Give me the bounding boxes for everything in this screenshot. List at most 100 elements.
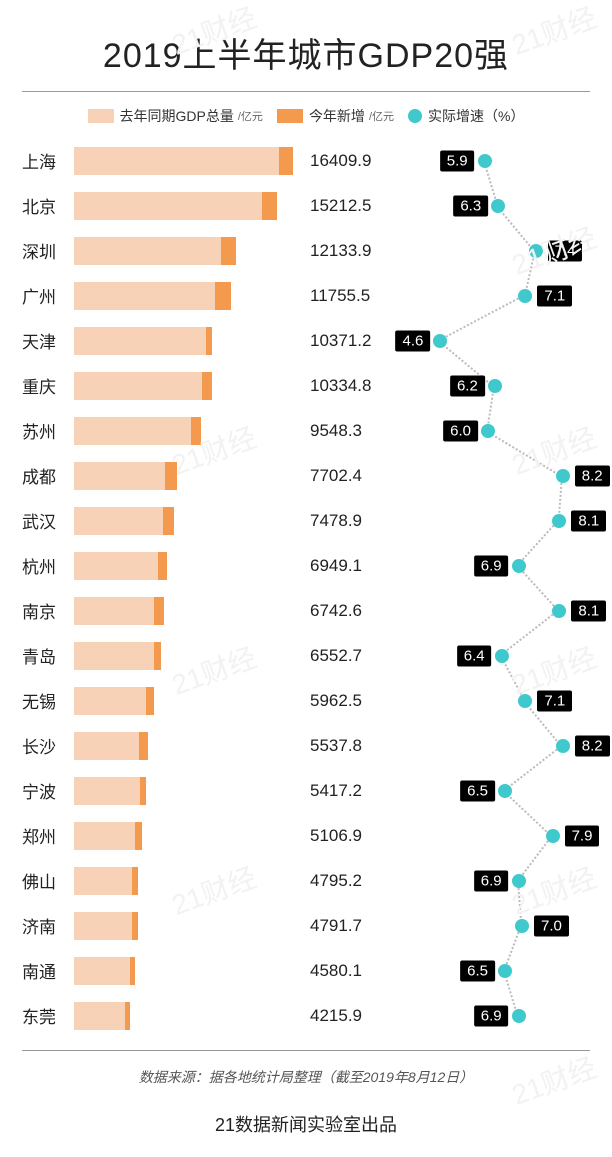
growth-dot xyxy=(491,199,505,213)
gdp-value: 5537.8 xyxy=(310,736,396,756)
growth-badge: 6.2 xyxy=(450,375,485,396)
bar-new xyxy=(158,552,167,580)
growth-dot xyxy=(512,1009,526,1023)
bar-new xyxy=(221,237,236,265)
bar-base xyxy=(74,912,132,940)
growth-connector xyxy=(517,519,559,565)
bar-group xyxy=(74,147,294,175)
gdp-value: 10371.2 xyxy=(310,331,396,351)
city-label: 东莞 xyxy=(22,1003,74,1028)
bar-new xyxy=(146,687,154,715)
bar-new xyxy=(279,147,292,175)
bar-group xyxy=(74,192,294,220)
bar-new xyxy=(132,867,138,895)
gdp-value: 10334.8 xyxy=(310,376,396,396)
bar-new xyxy=(132,912,138,940)
city-label: 苏州 xyxy=(22,418,74,443)
gdp-value: 12133.9 xyxy=(310,241,396,261)
bar-base xyxy=(74,597,154,625)
growth-connector xyxy=(487,431,563,478)
bar-group xyxy=(74,327,294,355)
growth-dot xyxy=(495,649,509,663)
bar-group xyxy=(74,1002,294,1030)
bar-base xyxy=(74,192,262,220)
city-label: 深圳 xyxy=(22,238,74,263)
bar-group xyxy=(74,912,294,940)
bar-base xyxy=(74,957,130,985)
chart-area: 上海16409.9北京15212.5深圳12133.9广州11755.5天津10… xyxy=(22,138,590,1051)
bar-new xyxy=(139,732,148,760)
legend-new-label: 今年新增 xyxy=(309,106,365,126)
legend-new: 今年新增 /亿元 xyxy=(277,106,394,126)
growth-badge: 6.9 xyxy=(474,870,509,891)
bar-group xyxy=(74,732,294,760)
city-label: 武汉 xyxy=(22,508,74,533)
bar-new xyxy=(262,192,277,220)
growth-dot xyxy=(546,829,560,843)
growth-badge: 6.4 xyxy=(457,645,492,666)
bar-base xyxy=(74,462,165,490)
bar-base xyxy=(74,642,154,670)
gdp-value: 6742.6 xyxy=(310,601,396,621)
bar-group xyxy=(74,777,294,805)
growth-connector xyxy=(500,609,559,656)
gdp-value: 9548.3 xyxy=(310,421,396,441)
city-label: 济南 xyxy=(22,913,74,938)
legend: 去年同期GDP总量 /亿元 今年新增 /亿元 实际增速（%） xyxy=(0,92,612,138)
growth-badge: 6.9 xyxy=(474,555,509,576)
bar-new xyxy=(165,462,177,490)
city-label: 佛山 xyxy=(22,868,74,893)
growth-dot xyxy=(512,874,526,888)
bar-group xyxy=(74,597,294,625)
growth-dot xyxy=(529,244,543,258)
city-label: 上海 xyxy=(22,148,74,173)
growth-dot xyxy=(556,469,570,483)
growth-badge: 8.1 xyxy=(571,510,606,531)
legend-new-swatch xyxy=(277,109,303,123)
growth-dot xyxy=(481,424,495,438)
growth-connector xyxy=(504,744,563,791)
legend-base: 去年同期GDP总量 /亿元 xyxy=(88,106,263,126)
gdp-value: 4795.2 xyxy=(310,871,396,891)
bar-new xyxy=(130,957,135,985)
growth-dot xyxy=(433,334,447,348)
legend-growth-label: 实际增速（%） xyxy=(428,106,524,126)
gdp-value: 6949.1 xyxy=(310,556,396,576)
growth-badge: 7.4 xyxy=(548,240,583,261)
gdp-value: 4215.9 xyxy=(310,1006,396,1026)
growth-badge: 6.3 xyxy=(453,195,488,216)
bar-base xyxy=(74,822,135,850)
bar-group xyxy=(74,822,294,850)
gdp-value: 5106.9 xyxy=(310,826,396,846)
growth-badge: 4.6 xyxy=(396,330,431,351)
bar-base xyxy=(74,552,158,580)
city-label: 南通 xyxy=(22,958,74,983)
bar-base xyxy=(74,237,221,265)
growth-dot xyxy=(498,964,512,978)
growth-dot xyxy=(498,784,512,798)
city-label: 宁波 xyxy=(22,778,74,803)
growth-dot xyxy=(488,379,502,393)
bar-base xyxy=(74,507,163,535)
city-label: 成都 xyxy=(22,463,74,488)
gdp-value: 7478.9 xyxy=(310,511,396,531)
gdp-value: 5417.2 xyxy=(310,781,396,801)
growth-badge: 6.9 xyxy=(474,1005,509,1026)
legend-base-swatch xyxy=(88,109,114,123)
bar-base xyxy=(74,282,215,310)
bar-new xyxy=(140,777,146,805)
growth-badge: 8.1 xyxy=(571,600,606,621)
bar-group xyxy=(74,687,294,715)
bar-new xyxy=(154,642,161,670)
bar-group xyxy=(74,507,294,535)
bar-group xyxy=(74,237,294,265)
gdp-value: 15212.5 xyxy=(310,196,396,216)
growth-badge: 7.0 xyxy=(534,915,569,936)
bar-new xyxy=(163,507,173,535)
growth-badge: 7.1 xyxy=(537,285,572,306)
gdp-value: 4580.1 xyxy=(310,961,396,981)
legend-base-label: 去年同期GDP总量 xyxy=(120,106,234,126)
gdp-value: 11755.5 xyxy=(310,286,396,306)
bar-base xyxy=(74,327,206,355)
growth-badge: 8.2 xyxy=(575,735,610,756)
